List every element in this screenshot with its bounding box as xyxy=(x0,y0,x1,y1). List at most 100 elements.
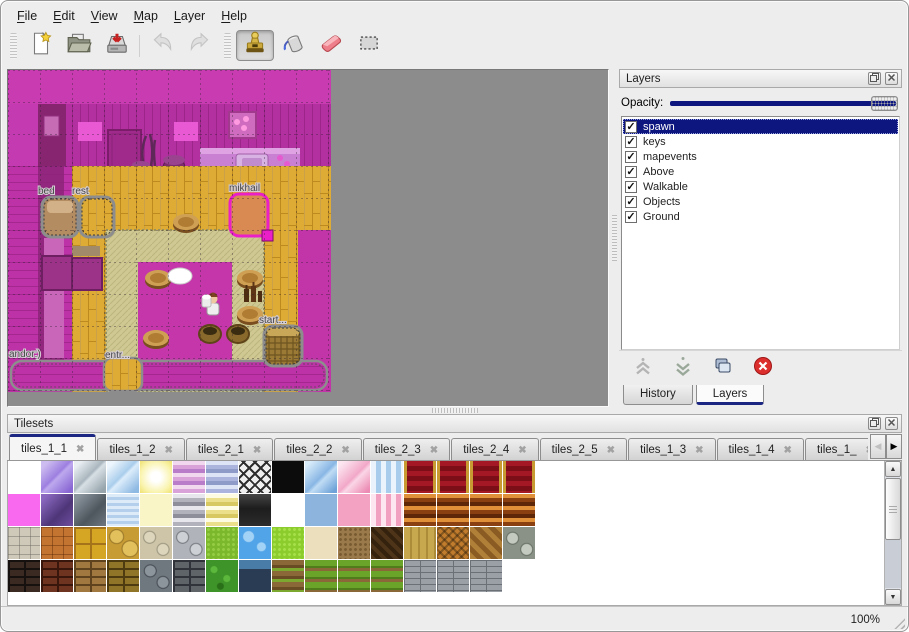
close-panel-button[interactable] xyxy=(885,417,898,430)
tileset-tile[interactable] xyxy=(173,494,205,526)
close-tab-icon[interactable] xyxy=(164,444,172,456)
tileset-tile[interactable] xyxy=(470,527,502,559)
tileset-tile[interactable] xyxy=(503,461,535,493)
tileset-tile[interactable] xyxy=(41,527,73,559)
tileset-tile[interactable] xyxy=(437,560,469,592)
tileset-tile[interactable] xyxy=(173,461,205,493)
scrollbar-track[interactable] xyxy=(885,540,901,588)
layer-visibility-checkbox[interactable] xyxy=(625,210,637,223)
tileset-tile[interactable] xyxy=(173,527,205,559)
save-button[interactable] xyxy=(98,30,136,61)
layer-visibility-checkbox[interactable] xyxy=(625,180,637,193)
tileset-tile[interactable] xyxy=(272,494,304,526)
tileset-tile[interactable] xyxy=(8,461,40,493)
tileset-tile[interactable] xyxy=(404,560,436,592)
tileset-tile[interactable] xyxy=(206,560,238,592)
layer-row-spawn[interactable]: spawn xyxy=(623,119,898,134)
splitter-grip[interactable] xyxy=(431,408,478,413)
toolbar-drag-handle[interactable] xyxy=(10,32,17,59)
tileset-tab-tiles_2_1[interactable]: tiles_2_1 xyxy=(185,438,274,460)
undo-button[interactable] xyxy=(143,30,181,61)
float-panel-button[interactable] xyxy=(868,72,881,85)
opacity-slider[interactable] xyxy=(670,95,898,111)
tileset-tile[interactable] xyxy=(74,461,106,493)
stamp-tool-button[interactable] xyxy=(236,30,274,61)
fill-tool-button[interactable] xyxy=(274,30,312,61)
tileset-tab-tiles_1_2[interactable]: tiles_1_2 xyxy=(97,438,185,460)
scroll-tabs-right-button[interactable]: ▶ xyxy=(886,434,902,459)
tileset-tab-tiles_2_3[interactable]: tiles_2_3 xyxy=(362,438,451,460)
tileset-tile[interactable] xyxy=(305,461,337,493)
tileset-tile[interactable] xyxy=(140,494,172,526)
float-panel-button[interactable] xyxy=(868,417,881,430)
close-tab-icon[interactable] xyxy=(784,444,792,456)
tileset-tile[interactable] xyxy=(140,560,172,592)
tileset-tile[interactable] xyxy=(140,461,172,493)
map-canvas[interactable]: bed rest mikhail start... andor:) entr..… xyxy=(8,70,331,392)
tileset-tile[interactable] xyxy=(503,494,535,526)
close-tab-icon[interactable] xyxy=(253,444,261,456)
tileset-tile[interactable] xyxy=(206,527,238,559)
scroll-up-button[interactable]: ▲ xyxy=(885,461,901,477)
tileset-tab-tiles_1_[interactable]: tiles_1_ xyxy=(804,438,868,460)
close-tab-icon[interactable] xyxy=(76,443,84,455)
menu-item-file[interactable]: File xyxy=(17,8,38,23)
tileset-tile[interactable] xyxy=(371,560,403,592)
menu-item-view[interactable]: View xyxy=(90,8,118,23)
tileset-tile[interactable] xyxy=(74,494,106,526)
tileset-tile[interactable] xyxy=(74,527,106,559)
menu-item-help[interactable]: Help xyxy=(221,8,247,23)
map-view[interactable]: bed rest mikhail start... andor:) entr..… xyxy=(7,69,609,407)
tileset-tile[interactable] xyxy=(437,461,469,493)
tileset-tile[interactable] xyxy=(404,494,436,526)
new-file-button[interactable] xyxy=(22,30,60,61)
close-tab-icon[interactable] xyxy=(518,444,526,456)
close-tab-icon[interactable] xyxy=(695,444,703,456)
raise-layer-button[interactable] xyxy=(631,356,655,380)
layer-row-ground[interactable]: Ground xyxy=(623,209,898,224)
layer-visibility-checkbox[interactable] xyxy=(625,195,637,208)
tileset-tab-tiles_2_2[interactable]: tiles_2_2 xyxy=(274,438,362,460)
tileset-tab-tiles_1_3[interactable]: tiles_1_3 xyxy=(628,438,716,460)
tileset-tile[interactable] xyxy=(404,461,436,493)
layer-row-objects[interactable]: Objects xyxy=(623,194,898,209)
layer-visibility-checkbox[interactable] xyxy=(625,135,637,148)
tileset-tile[interactable] xyxy=(272,461,304,493)
tileset-tile[interactable] xyxy=(437,527,469,559)
tileset-tile[interactable] xyxy=(8,527,40,559)
tileset-tile[interactable] xyxy=(305,560,337,592)
tileset-tile[interactable] xyxy=(8,560,40,592)
tileset-tile[interactable] xyxy=(41,461,73,493)
delete-layer-button[interactable] xyxy=(751,356,775,380)
tileset-tile[interactable] xyxy=(404,527,436,559)
tileset-tile[interactable] xyxy=(470,461,502,493)
tileset-tile[interactable] xyxy=(371,527,403,559)
layer-row-walkable[interactable]: Walkable xyxy=(623,179,898,194)
lower-layer-button[interactable] xyxy=(671,356,695,380)
tileset-tile[interactable] xyxy=(503,527,535,559)
tileset-tile[interactable] xyxy=(338,461,370,493)
tileset-tile[interactable] xyxy=(74,560,106,592)
tileset-tile[interactable] xyxy=(305,527,337,559)
vertical-splitter[interactable] xyxy=(609,69,619,407)
opacity-slider-handle[interactable] xyxy=(871,96,898,111)
tileset-tile[interactable] xyxy=(239,461,271,493)
tileset-tile[interactable] xyxy=(206,494,238,526)
tileset-tile[interactable] xyxy=(107,461,139,493)
tileset-tab-tiles_1_4[interactable]: tiles_1_4 xyxy=(716,438,804,460)
tileset-tab-tiles_1_1[interactable]: tiles_1_1 xyxy=(9,434,97,460)
close-tab-icon[interactable] xyxy=(607,444,615,456)
rect-select-tool-button[interactable] xyxy=(350,30,388,61)
horizontal-splitter[interactable] xyxy=(1,407,908,414)
tileset-tab-tiles_2_4[interactable]: tiles_2_4 xyxy=(451,438,539,460)
tileset-tile[interactable] xyxy=(338,494,370,526)
scroll-down-button[interactable]: ▼ xyxy=(885,589,901,605)
menu-item-edit[interactable]: Edit xyxy=(53,8,75,23)
layer-row-above[interactable]: Above xyxy=(623,164,898,179)
opacity-slider-track[interactable] xyxy=(670,101,896,106)
tileset-tab-tiles_2_5[interactable]: tiles_2_5 xyxy=(539,438,628,460)
tileset-tile[interactable] xyxy=(107,527,139,559)
tileset-tile[interactable] xyxy=(239,494,271,526)
tileset-tile[interactable] xyxy=(173,560,205,592)
menu-item-map[interactable]: Map xyxy=(133,8,158,23)
